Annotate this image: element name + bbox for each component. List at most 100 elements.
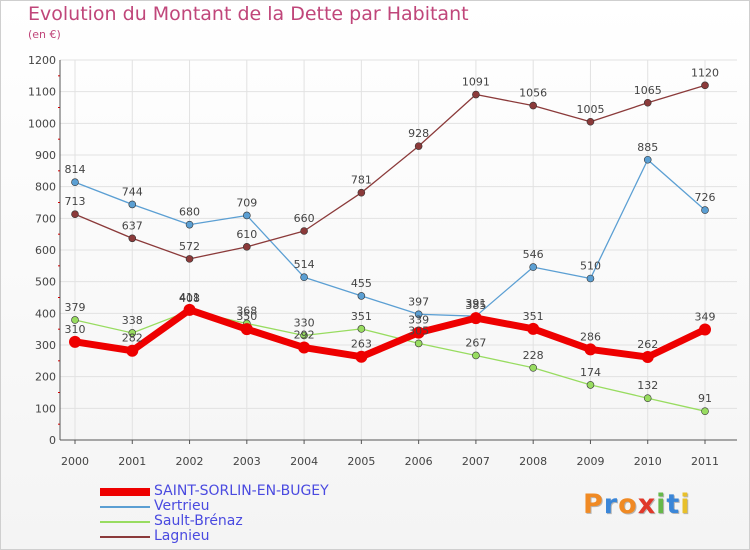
legend-swatch bbox=[100, 535, 150, 538]
legend-swatch bbox=[100, 487, 150, 496]
data-point bbox=[586, 274, 595, 283]
data-point bbox=[357, 292, 366, 300]
data-point bbox=[355, 350, 368, 363]
y-tick-label: 700 bbox=[35, 212, 56, 225]
legend-label: Lagnieu bbox=[154, 528, 210, 544]
data-label: 350 bbox=[236, 310, 257, 323]
proxiti-logo: Proxiti bbox=[583, 489, 691, 520]
data-label: 262 bbox=[637, 338, 658, 351]
data-label: 391 bbox=[465, 297, 486, 310]
y-tick-label: 900 bbox=[35, 149, 56, 162]
data-point bbox=[71, 178, 79, 187]
x-tick-label: 2006 bbox=[405, 455, 433, 468]
x-tick-label: 2009 bbox=[576, 455, 604, 468]
y-tick-label: 1000 bbox=[28, 117, 56, 130]
data-label: 397 bbox=[408, 295, 429, 308]
data-point bbox=[643, 155, 652, 164]
logo-letter: P bbox=[583, 489, 604, 520]
x-tick-label: 2002 bbox=[176, 455, 204, 468]
x-tick-label: 2004 bbox=[290, 455, 318, 468]
data-label: 351 bbox=[523, 310, 544, 323]
y-tick-label: 0 bbox=[49, 434, 56, 447]
data-label: 411 bbox=[179, 291, 200, 304]
x-tick-label: 2008 bbox=[519, 455, 547, 468]
x-tick-label: 2000 bbox=[61, 455, 89, 468]
data-label: 781 bbox=[351, 174, 372, 187]
data-label: 368 bbox=[236, 304, 257, 317]
data-point bbox=[300, 273, 308, 282]
data-label: 814 bbox=[65, 163, 86, 176]
data-label: 637 bbox=[122, 219, 143, 232]
data-label: 282 bbox=[122, 332, 143, 345]
legend-swatch bbox=[100, 520, 150, 523]
x-tick-label: 2005 bbox=[347, 455, 375, 468]
data-label: 286 bbox=[580, 330, 601, 343]
data-point bbox=[185, 255, 194, 263]
legend-label: Sault-Brénaz bbox=[154, 513, 243, 529]
data-label: 338 bbox=[122, 314, 143, 327]
data-label: 1056 bbox=[519, 87, 547, 100]
data-label: 349 bbox=[695, 310, 716, 323]
y-tick-label: 1200 bbox=[28, 54, 56, 67]
data-point bbox=[701, 407, 709, 415]
data-point bbox=[699, 323, 711, 336]
data-point bbox=[412, 326, 425, 339]
data-point bbox=[472, 90, 480, 99]
logo-letter: t bbox=[666, 489, 681, 520]
data-label: 546 bbox=[523, 248, 544, 261]
series-vertrieu bbox=[71, 155, 709, 320]
data-label: 1005 bbox=[576, 103, 604, 116]
data-point bbox=[71, 316, 79, 324]
data-point bbox=[529, 363, 537, 372]
data-point bbox=[586, 117, 595, 126]
data-point bbox=[701, 81, 709, 90]
data-label: 744 bbox=[122, 185, 143, 198]
data-label: 1120 bbox=[691, 66, 719, 79]
legend-swatch bbox=[100, 505, 150, 508]
data-point bbox=[300, 227, 308, 235]
data-label: 885 bbox=[637, 141, 658, 154]
data-label: 351 bbox=[351, 310, 372, 323]
data-label: 91 bbox=[698, 392, 712, 405]
data-point bbox=[584, 343, 597, 356]
data-point bbox=[126, 344, 139, 357]
series-line bbox=[74, 84, 706, 260]
data-label: 263 bbox=[351, 338, 372, 351]
y-tick-label: 100 bbox=[35, 402, 56, 415]
y-tick-label: 800 bbox=[35, 181, 56, 194]
data-point bbox=[128, 200, 137, 209]
data-point bbox=[185, 220, 194, 229]
y-tick-label: 600 bbox=[35, 244, 56, 257]
data-point bbox=[643, 394, 652, 403]
logo-letter: i bbox=[656, 489, 667, 520]
data-point bbox=[529, 263, 537, 271]
data-label: 726 bbox=[695, 191, 716, 204]
x-tick-label: 2001 bbox=[118, 455, 146, 468]
series-saint-sorlin-en-bugey bbox=[69, 303, 711, 364]
legend-label: Vertrieu bbox=[154, 498, 210, 514]
data-point bbox=[128, 234, 137, 243]
data-label: 1065 bbox=[634, 84, 662, 97]
data-point bbox=[128, 329, 137, 337]
data-point bbox=[527, 322, 540, 335]
data-label: 510 bbox=[580, 260, 601, 273]
data-label: 660 bbox=[294, 212, 315, 225]
data-label: 292 bbox=[294, 329, 315, 342]
data-point bbox=[183, 303, 196, 316]
data-point bbox=[643, 98, 652, 107]
data-point bbox=[414, 142, 423, 150]
data-label: 379 bbox=[65, 301, 86, 314]
y-tick-label: 200 bbox=[35, 371, 56, 384]
data-point bbox=[300, 331, 308, 340]
chart-subtitle: (en €) bbox=[28, 28, 61, 41]
data-label: 174 bbox=[580, 366, 601, 379]
data-point bbox=[529, 101, 537, 110]
data-point bbox=[69, 335, 81, 348]
x-tick-label: 2011 bbox=[691, 455, 719, 468]
data-label: 680 bbox=[179, 206, 200, 219]
logo-letter: r bbox=[603, 489, 619, 520]
data-label: 455 bbox=[351, 277, 372, 290]
data-label: 572 bbox=[179, 240, 200, 253]
data-label: 305 bbox=[408, 324, 429, 337]
